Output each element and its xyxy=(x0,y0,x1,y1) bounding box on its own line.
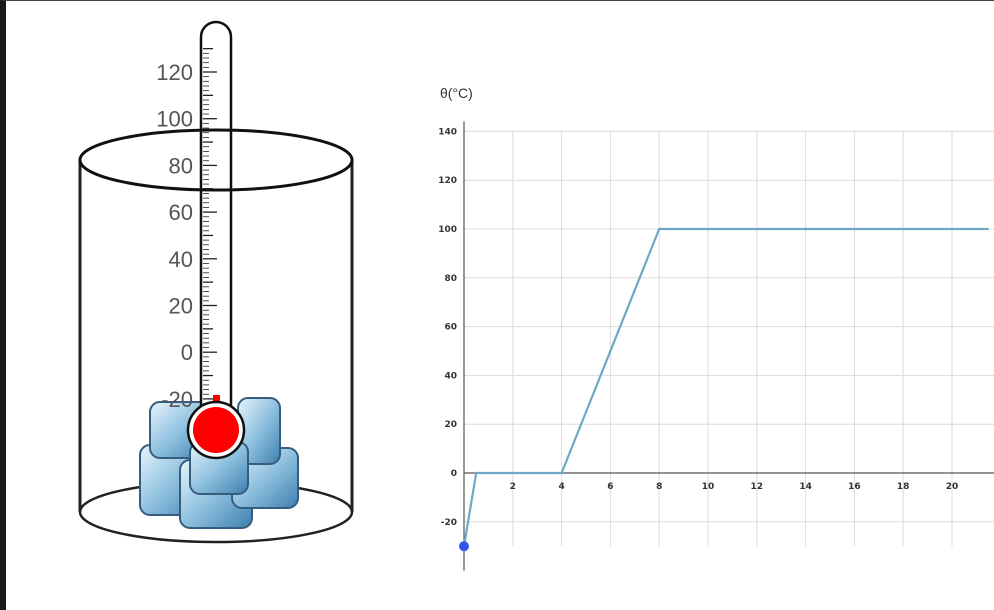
x-tick-label: 20 xyxy=(946,482,959,492)
y-tick-label: 60 xyxy=(444,323,457,333)
y-tick-label: 140 xyxy=(438,127,457,137)
start-point xyxy=(459,541,469,552)
x-tick-label: 10 xyxy=(702,482,715,492)
thermometer-scale-label: 20 xyxy=(169,294,193,319)
thermometer-ticks xyxy=(203,48,217,404)
y-tick-label: 20 xyxy=(444,420,457,430)
thermometer-scale-label: -20 xyxy=(161,387,193,412)
x-tick-label: 14 xyxy=(799,482,812,492)
x-tick-label: 8 xyxy=(656,482,662,492)
y-tick-label: 0 xyxy=(451,469,457,479)
y-tick-label: 80 xyxy=(444,274,457,284)
thermometer-scale-label: 100 xyxy=(156,107,193,132)
series-line xyxy=(462,227,989,547)
beaker-rim xyxy=(78,128,354,192)
y-tick-label: 120 xyxy=(438,176,457,186)
y-tick-label: 40 xyxy=(444,371,457,381)
x-tick-label: 12 xyxy=(751,482,764,492)
thermometer-scale-label: 80 xyxy=(169,153,193,178)
y-axis-label: θ(°C) xyxy=(440,85,473,101)
thermometer: 120 100 80 60 40 20 0 -20 xyxy=(156,20,246,460)
x-tick-label: 18 xyxy=(897,482,910,492)
x-tick-label: 4 xyxy=(558,482,564,492)
thermometer-scale-label: 120 xyxy=(156,60,193,85)
thermometer-scale-label: 0 xyxy=(181,340,193,365)
x-tick-label: 6 xyxy=(607,482,613,492)
thermometer-scale-label: 60 xyxy=(169,200,193,225)
thermometer-scale-label: 40 xyxy=(169,247,193,272)
y-tick-label: -20 xyxy=(441,518,457,528)
x-tick-label: 2 xyxy=(510,482,516,492)
x-tick-label: 16 xyxy=(848,482,861,492)
y-tick-label: 100 xyxy=(438,225,457,235)
